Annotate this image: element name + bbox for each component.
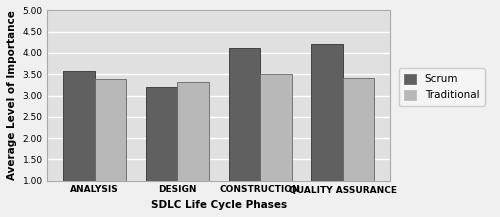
- Legend: Scrum, Traditional: Scrum, Traditional: [398, 68, 484, 106]
- Bar: [178, 82, 209, 181]
- Y-axis label: Average Level of Importance: Average Level of Importance: [7, 11, 17, 181]
- Bar: [312, 44, 343, 181]
- X-axis label: SDLC Life Cycle Phases: SDLC Life Cycle Phases: [150, 200, 287, 210]
- Bar: [260, 74, 292, 181]
- Bar: [94, 79, 126, 181]
- Bar: [63, 71, 94, 181]
- Bar: [343, 78, 374, 181]
- Bar: [146, 87, 178, 181]
- Bar: [228, 48, 260, 181]
